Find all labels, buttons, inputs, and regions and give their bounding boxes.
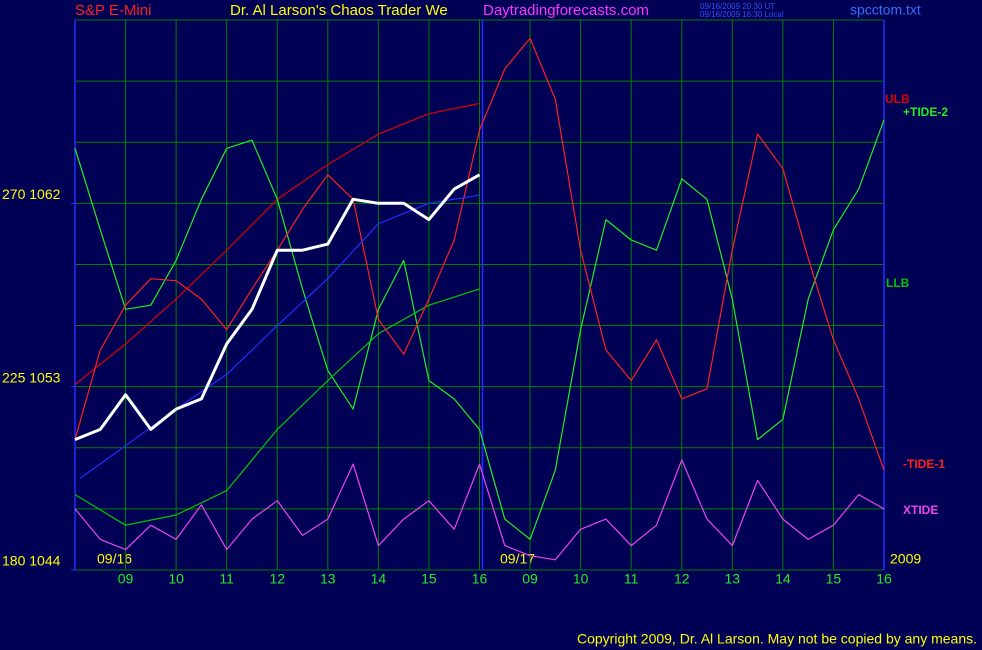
legend-label: ULB [885, 92, 910, 106]
copyright: Copyright 2009, Dr. Al Larson. May not b… [577, 631, 977, 647]
x-tick-label: 12 [674, 571, 690, 587]
series-line [74, 459, 885, 561]
legend-label: LLB [886, 276, 910, 290]
x-tick-label: 16 [876, 571, 892, 587]
x-tick-label: 11 [219, 571, 234, 587]
date-label: 09/16 [97, 551, 132, 567]
timestamp: 09/16/2009 16:30 Local [700, 10, 784, 19]
x-tick-label: 10 [168, 571, 184, 587]
x-tick-label: 13 [725, 571, 741, 587]
file-name: spcctom.txt [850, 2, 921, 18]
x-tick-label: 16 [472, 571, 488, 587]
x-tick-label: 12 [269, 571, 285, 587]
legend-label: -TIDE-1 [903, 457, 945, 471]
instrument: S&P E-Mini [75, 2, 151, 19]
legend-label: XTIDE [903, 503, 938, 517]
chart-title: Dr. Al Larson's Chaos Trader We [230, 2, 448, 19]
series-line [74, 37, 885, 471]
site: Daytradingforecasts.com [483, 2, 649, 19]
x-tick-label: 15 [826, 571, 842, 587]
series-line [74, 119, 885, 540]
date-label: 2009 [890, 551, 921, 567]
y-tick-label: 270 1062 [2, 186, 61, 202]
x-tick-label: 15 [421, 571, 437, 587]
x-tick-label: 09 [118, 571, 134, 587]
x-tick-label: 14 [775, 571, 791, 587]
y-tick-label: 180 1044 [2, 553, 61, 569]
timestamp: 09/16/2009 20:30 UT [700, 2, 775, 11]
x-tick-label: 09 [522, 571, 538, 587]
x-tick-label: 14 [371, 571, 387, 587]
x-tick-label: 11 [624, 571, 639, 587]
x-tick-label: 10 [573, 571, 589, 587]
x-tick-label: 13 [320, 571, 336, 587]
series-line [74, 173, 481, 441]
legend-label: +TIDE-2 [903, 105, 948, 119]
series-line [74, 288, 480, 526]
y-tick-label: 225 1053 [2, 369, 61, 385]
